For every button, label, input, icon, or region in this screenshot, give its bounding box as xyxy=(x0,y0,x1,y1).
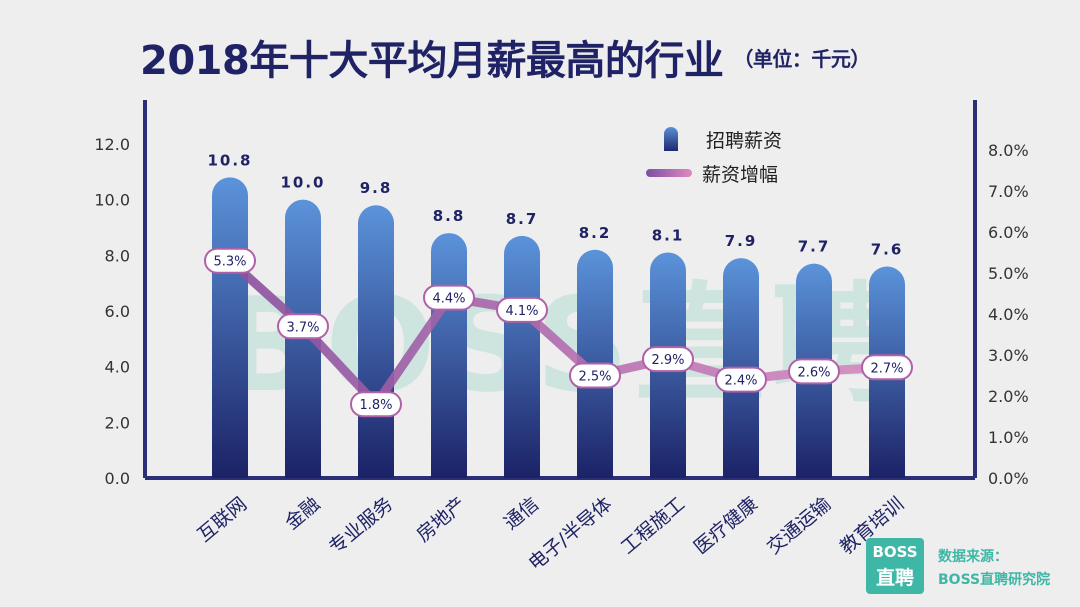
salary-bar xyxy=(212,177,248,478)
y-left-tick-label: 4.0 xyxy=(105,358,130,377)
growth-value-label: 2.4% xyxy=(724,374,757,389)
growth-value-label: 1.8% xyxy=(359,398,392,413)
bar-swatch-icon xyxy=(664,127,678,151)
salary-bar xyxy=(358,205,394,479)
legend-label-growth: 薪资增幅 xyxy=(702,163,779,186)
y-right-tick-label: 3.0% xyxy=(988,346,1029,365)
growth-value-label: 2.5% xyxy=(578,370,611,385)
y-left-tick-label: 8.0 xyxy=(105,246,130,265)
title-text: 2018年十大平均月薪最高的行业 xyxy=(140,38,724,84)
growth-value-label: 4.1% xyxy=(505,304,538,319)
y-right-tick-label: 7.0% xyxy=(988,182,1029,201)
y-right-tick-label: 8.0% xyxy=(988,141,1029,160)
growth-series-line xyxy=(226,257,888,409)
logo-line1: BOSS xyxy=(872,543,918,561)
source-name: BOSS直聘研究院 xyxy=(938,572,1051,588)
source-label: 数据来源： xyxy=(938,549,1008,565)
category-tick-label: 医疗健康 xyxy=(690,493,762,559)
growth-value-label: 2.6% xyxy=(797,365,830,380)
y-right-tick-label: 2.0% xyxy=(988,387,1029,406)
growth-point-marker xyxy=(788,358,840,385)
salary-value-label: 8.1 xyxy=(652,227,685,245)
growth-point-marker xyxy=(715,366,767,393)
logo-line2: 直聘 xyxy=(875,567,914,589)
growth-point-marker xyxy=(277,313,329,340)
growth-value-label: 3.7% xyxy=(286,320,319,335)
y-left-tick-label: 10.0 xyxy=(94,191,130,210)
growth-point-marker xyxy=(350,391,402,418)
salary-bar xyxy=(504,235,540,478)
boss-logo: BOSS 直聘 xyxy=(866,538,924,594)
legend-item-growth: 薪资增幅 xyxy=(646,156,782,190)
category-tick-label: 金融 xyxy=(281,493,324,534)
salary-value-label: 8.7 xyxy=(506,210,539,228)
legend: 招聘薪资 薪资增幅 xyxy=(646,122,782,190)
salary-value-label: 7.7 xyxy=(798,238,831,256)
salary-value-label: 10.8 xyxy=(207,151,252,169)
growth-point-marker xyxy=(861,354,913,381)
legend-item-salary: 招聘薪资 xyxy=(652,122,782,156)
category-tick-label: 专业服务 xyxy=(325,493,397,559)
growth-point-marker xyxy=(569,362,621,389)
axes: 0.0 2.0 4.0 6.0 8.0 10.0 12.0 0.0% 1.0% 2.0% 3.0% 4… xyxy=(94,100,1029,488)
salary-value-label: 10.0 xyxy=(280,174,325,192)
growth-value-label: 2.7% xyxy=(870,361,903,376)
category-tick-label: 通信 xyxy=(500,493,543,534)
page-title: 2018年十大平均月薪最高的行业 （单位：千元） xyxy=(140,28,870,86)
growth-value-label: 4.4% xyxy=(432,292,465,307)
y-right-tick-label: 1.0% xyxy=(988,428,1029,447)
category-tick-label: 房地产 xyxy=(412,493,470,547)
salary-value-label: 7.6 xyxy=(871,240,904,258)
y-left-tick-label: 12.0 xyxy=(94,135,130,154)
source-note: 数据来源： BOSS直聘研究院 xyxy=(938,546,1050,592)
salary-value-label: 8.8 xyxy=(433,207,466,225)
line-swatch-icon xyxy=(646,169,692,177)
growth-point-marker xyxy=(642,346,694,373)
growth-line: 5.3% 3.7% 1.8% 4.4% 4.1% 2.5% 2.9% 2.4% 2.6% 2.7% xyxy=(204,247,913,418)
y-left-tick-label: 6.0 xyxy=(105,302,130,321)
y-left-tick-label: 0.0 xyxy=(105,469,130,488)
salary-value-label: 8.2 xyxy=(579,224,612,242)
legend-label-salary: 招聘薪资 xyxy=(706,129,783,152)
salary-value-label: 7.9 xyxy=(725,232,758,250)
growth-point-marker xyxy=(204,247,256,274)
category-tick-label: 工程施工 xyxy=(617,493,689,559)
y-right-tick-label: 0.0% xyxy=(988,469,1029,488)
unit-label: （单位：千元） xyxy=(733,47,870,71)
y-right-tick-label: 4.0% xyxy=(988,305,1029,324)
category-tick-label: 交通运输 xyxy=(763,493,835,559)
y-right-tick-label: 6.0% xyxy=(988,223,1029,242)
growth-value-label: 5.3% xyxy=(213,255,246,270)
growth-point-marker xyxy=(496,296,548,323)
salary-bar xyxy=(431,233,467,478)
category-tick-label: 互联网 xyxy=(193,493,251,547)
y-left-tick-label: 2.0 xyxy=(105,413,130,432)
growth-point-marker xyxy=(423,284,475,311)
growth-value-label: 2.9% xyxy=(651,353,684,368)
salary-value-label: 9.8 xyxy=(360,179,393,197)
y-right-tick-label: 5.0% xyxy=(988,264,1029,283)
